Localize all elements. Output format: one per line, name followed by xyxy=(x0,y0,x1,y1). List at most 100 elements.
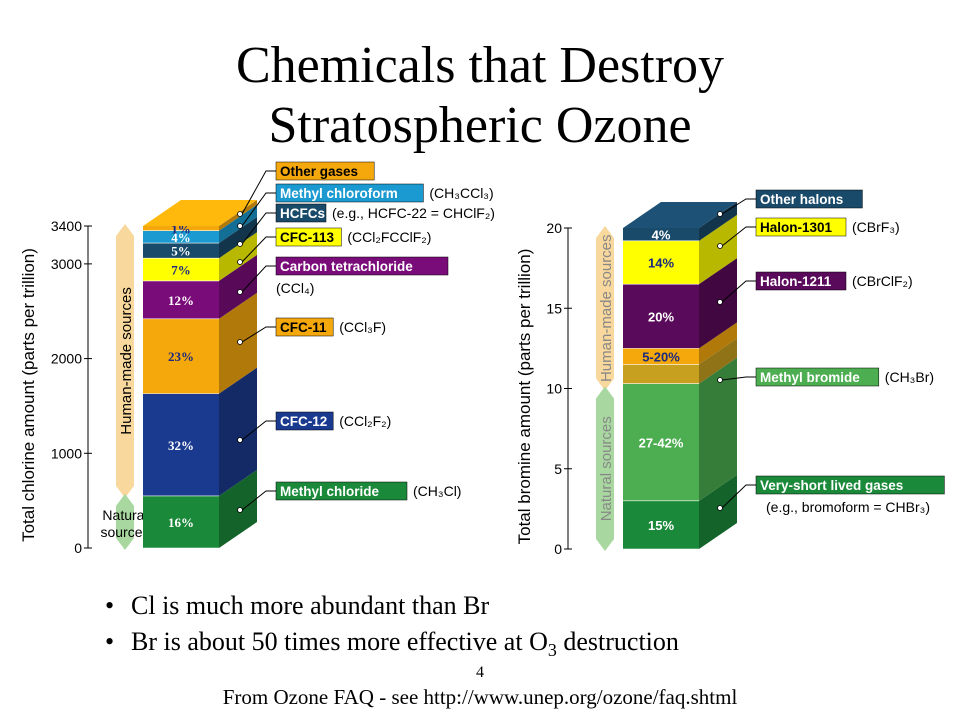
bar-percent-label: 16% xyxy=(168,515,194,530)
bullet-text-end: destruction xyxy=(556,627,679,656)
callout-leader xyxy=(721,484,756,509)
bullet-subscript: 3 xyxy=(547,640,557,661)
callout-leader xyxy=(241,192,276,227)
human-made-sources-band xyxy=(116,224,134,498)
callout-name: Methyl chloride xyxy=(280,484,380,499)
callout-formula: (CCl₂F₂) xyxy=(339,413,391,429)
callout-leader xyxy=(721,226,756,247)
y-tick-label: 5 xyxy=(554,461,562,477)
callout-dot xyxy=(717,505,723,511)
callout-name: Other halons xyxy=(760,192,843,207)
bar-segment-side xyxy=(699,474,737,549)
bar-segment-front xyxy=(623,364,699,384)
bar-percent-label: 4% xyxy=(652,227,671,242)
callout-leader xyxy=(241,420,276,441)
bar-percent-label: 32% xyxy=(168,438,194,453)
human-made-sources-band xyxy=(596,226,614,391)
bar-segment-front xyxy=(143,393,219,496)
callout-leader xyxy=(241,326,276,343)
y-tick-label: 0 xyxy=(74,540,82,556)
callout-name: CFC-12 xyxy=(280,414,327,429)
y-tick-label: 10 xyxy=(546,381,562,397)
callout-leader xyxy=(721,376,756,381)
callout-dot xyxy=(237,241,243,247)
callout-formula: (CBrF₃) xyxy=(852,219,900,235)
natural-sources-band xyxy=(116,493,134,550)
bar-segment-side xyxy=(699,214,737,285)
callout-name: CFC-113 xyxy=(280,230,335,245)
callout-dot xyxy=(237,211,243,217)
callout-formula: (CH₃CCl₃) xyxy=(429,185,493,201)
callout-dot xyxy=(237,289,243,295)
slide-title-line-1: Chemicals that Destroy xyxy=(235,37,725,94)
bar-segment-front xyxy=(623,500,699,549)
bar-segment-front xyxy=(143,258,219,281)
bar-segment-front xyxy=(143,243,219,259)
bar-segment-front xyxy=(143,318,219,394)
callout-name: Halon-1211 xyxy=(760,274,832,289)
bullet-item: Br is about 50 times more effective at O… xyxy=(105,624,679,668)
bar-percent-label: 12% xyxy=(168,293,194,308)
callout-leader xyxy=(241,265,276,293)
callout-formula: (CCl₄) xyxy=(276,280,314,296)
bar-segment-side xyxy=(219,232,257,281)
bar-percent-label: 14% xyxy=(648,256,674,271)
callout-dot xyxy=(717,377,723,383)
bar-segment-front xyxy=(623,228,699,241)
bar-segment-front xyxy=(623,284,699,349)
bullet-text: Cl is much more abundant than Br xyxy=(131,591,490,620)
y-tick-label: 0 xyxy=(554,541,562,557)
callout-formula: (CH₃Cl) xyxy=(413,483,461,499)
callout-leader xyxy=(241,236,276,263)
callout-formula: (CBrClF₂) xyxy=(852,273,913,289)
bar-percent-label: 4% xyxy=(171,230,191,245)
page-number: 4 xyxy=(476,664,484,681)
bar-segment-side xyxy=(699,357,737,501)
slide-title: Chemicals that Destroy Stratospheric Ozo… xyxy=(0,36,960,156)
bullet-item: Cl is much more abundant than Br xyxy=(105,588,679,624)
bar-segment-front xyxy=(143,495,219,548)
y-axis-label: Total chlorine amount (parts per trillio… xyxy=(19,248,38,542)
callout-name: Halon-1301 xyxy=(760,220,833,235)
bar-segment-side xyxy=(219,217,257,259)
y-tick-label: 3400 xyxy=(51,218,82,234)
y-tick-label: 3000 xyxy=(51,256,82,272)
bar-top-cap xyxy=(143,200,257,226)
bar-segment-side xyxy=(699,322,737,365)
slide-title-line-2: Stratospheric Ozone xyxy=(268,97,692,154)
callout-name: HCFCs xyxy=(280,206,325,221)
bar-segment-front xyxy=(623,240,699,285)
callout-name: Methyl chloroform xyxy=(280,186,398,201)
bar-percent-label: 23% xyxy=(168,349,194,364)
callout-dot xyxy=(717,243,723,249)
bar-percent-label: 5-20% xyxy=(642,349,680,364)
bar-segment-side xyxy=(219,254,257,319)
bar-segment-front xyxy=(143,226,219,231)
bar-segment-front xyxy=(143,230,219,244)
bar-segment-front xyxy=(623,348,699,365)
bar-top-cap xyxy=(623,202,737,228)
callout-dot xyxy=(237,223,243,229)
callout-name: CFC-11 xyxy=(280,320,327,335)
natural-sources-label: Natural sources xyxy=(598,416,615,521)
callout-formula: (CH₃Br) xyxy=(885,369,934,385)
callout-dot xyxy=(717,211,723,217)
callout-formula: (CCl₂FCClF₂) xyxy=(347,229,431,245)
y-tick-label: 1000 xyxy=(51,445,82,461)
bar-percent-label: 15% xyxy=(648,518,674,533)
callout-dot xyxy=(237,259,243,265)
natural-sources-label: Natural xyxy=(102,507,147,523)
callout-leader xyxy=(721,198,756,215)
callout-formula: (CCl₃F) xyxy=(339,319,386,335)
bar-segment-front xyxy=(143,280,219,319)
callout-leader xyxy=(241,490,276,511)
callout-leader xyxy=(241,212,276,245)
callout-leader xyxy=(721,280,756,303)
callout-dot xyxy=(237,437,243,443)
human-made-sources-label: Human-made sources xyxy=(118,287,135,435)
y-tick-label: 20 xyxy=(546,220,562,236)
bullet-list: Cl is much more abundant than Br Br is a… xyxy=(105,588,679,668)
callout-name: Carbon tetrachloride xyxy=(280,259,413,274)
bar-percent-label: 20% xyxy=(648,309,674,324)
